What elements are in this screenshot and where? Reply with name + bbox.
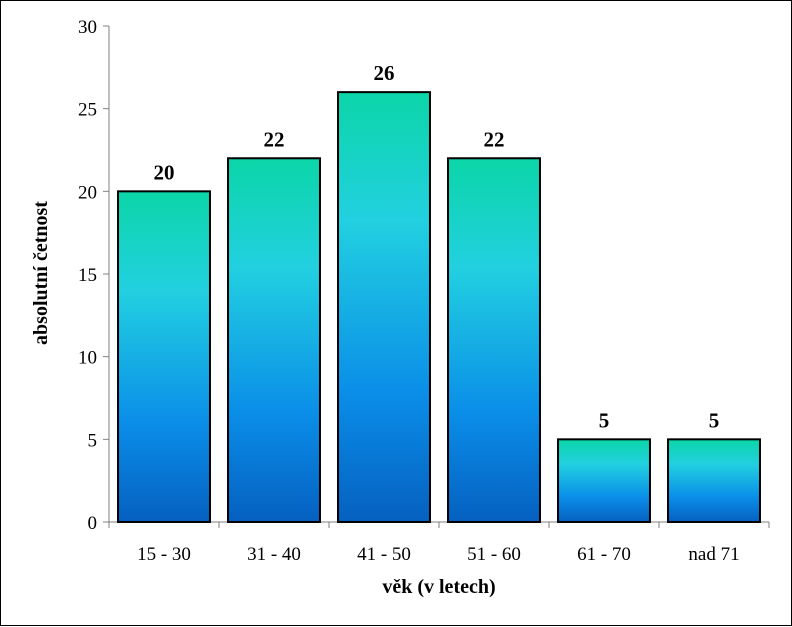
data-label: 5 <box>599 408 610 432</box>
y-tick-label: 10 <box>78 348 97 369</box>
y-tick-label: 25 <box>78 100 97 121</box>
bar <box>557 438 651 524</box>
y-axis-title: absolutní četnost <box>30 201 52 345</box>
bar <box>447 157 541 523</box>
bar <box>227 157 321 523</box>
y-tick-label: 30 <box>78 17 97 38</box>
y-tick-label: 20 <box>78 182 97 203</box>
x-tick-label: nad 71 <box>688 544 739 565</box>
x-tick-label: 31 - 40 <box>247 544 301 565</box>
y-tick-label: 15 <box>78 265 97 286</box>
y-axis: 0 5 10 15 20 25 30 <box>78 17 110 534</box>
data-label: 5 <box>709 408 720 432</box>
data-label: 26 <box>374 61 395 85</box>
x-tick-label: 51 - 60 <box>467 544 521 565</box>
bar <box>117 190 211 523</box>
bar <box>337 91 431 523</box>
data-label: 22 <box>484 127 505 151</box>
data-label: 22 <box>264 127 285 151</box>
data-labels: 20 22 26 22 5 5 <box>154 61 720 432</box>
x-tick-label: 15 - 30 <box>137 544 191 565</box>
x-axis-title: věk (v letech) <box>382 576 495 598</box>
bar <box>667 438 761 524</box>
x-axis: 15 - 30 31 - 40 41 - 50 51 - 60 61 - 70 nad 7… <box>108 521 770 565</box>
x-tick-label: 41 - 50 <box>357 544 411 565</box>
bars <box>117 91 761 524</box>
data-label: 20 <box>154 160 175 184</box>
y-tick-label: 0 <box>88 513 98 534</box>
y-tick-label: 5 <box>88 430 98 451</box>
x-tick-label: 61 - 70 <box>577 544 631 565</box>
